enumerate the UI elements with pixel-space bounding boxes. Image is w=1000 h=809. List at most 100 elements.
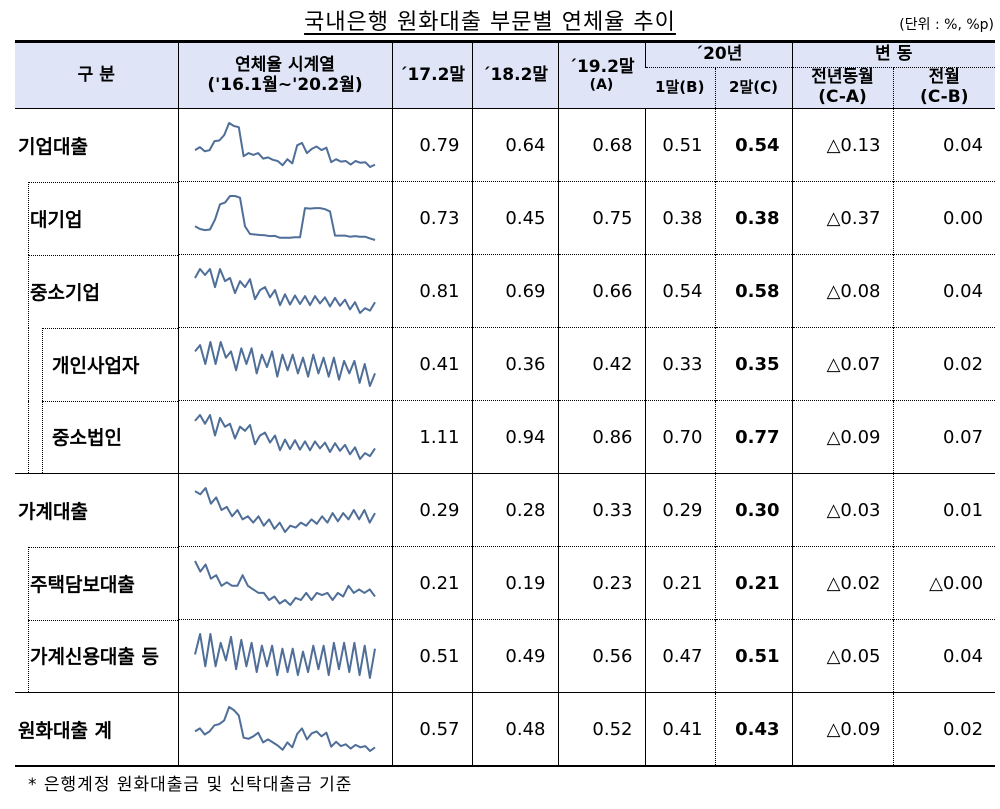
sparkline-line <box>194 341 376 387</box>
sparkline-cell <box>177 546 392 620</box>
value-18: 0.28 <box>471 473 558 547</box>
value-20-2: 0.35 <box>714 327 792 401</box>
tree-line <box>28 254 29 328</box>
sparkline-cell <box>177 108 392 182</box>
value-18: 0.36 <box>471 327 558 401</box>
value-17: 0.51 <box>391 619 472 693</box>
tree-line <box>28 400 29 473</box>
sparkline <box>194 560 376 606</box>
table-row: 개인사업자 0.41 0.36 0.42 0.33 0.35 △0.07 0.02 <box>15 327 996 401</box>
table-row: 대기업 0.73 0.45 0.75 0.38 0.38 △0.37 0.00 <box>15 181 996 255</box>
header-change: 변 동 <box>791 40 996 68</box>
change-mom: 0.01 <box>892 473 996 547</box>
value-17: 0.29 <box>391 473 472 547</box>
sparkline <box>194 706 376 752</box>
row-divider <box>28 546 178 548</box>
header-19: ´19.2말 (A) <box>557 40 645 109</box>
header-mom-label: 전월 <box>928 67 960 88</box>
sparkline-cell <box>177 400 392 474</box>
value-20-1: 0.47 <box>644 619 715 693</box>
row-label: 중소기업 <box>30 281 100 304</box>
row-label: 주택담보대출 <box>30 573 135 596</box>
unit-note: (단위 : %, %p) <box>899 17 994 33</box>
sparkline-cell <box>177 692 392 767</box>
sparkline-line <box>194 268 376 314</box>
sparkline-line <box>194 414 376 460</box>
value-20-2: 0.54 <box>714 108 792 182</box>
value-17: 1.11 <box>391 400 472 474</box>
sparkline-cell <box>177 181 392 255</box>
change-mom: 0.04 <box>892 108 996 182</box>
value-20-1: 0.54 <box>644 254 715 328</box>
tree-line <box>28 181 29 255</box>
sparkline-line <box>194 487 376 533</box>
value-19: 0.52 <box>557 692 645 767</box>
tree-line <box>42 327 43 401</box>
footnote: * 은행계정 원화대출금 및 신탁대출금 기준 <box>28 775 353 795</box>
row-label-cell: 개인사업자 <box>15 327 178 401</box>
value-17: 0.73 <box>391 181 472 255</box>
row-label-cell: 대기업 <box>15 181 178 255</box>
value-17: 0.21 <box>391 546 472 620</box>
value-17: 0.57 <box>391 692 472 767</box>
header-year-20: ´20년 <box>644 40 792 68</box>
table-row: 중소법인 1.11 0.94 0.86 0.70 0.77 △0.09 0.07 <box>15 400 996 474</box>
header-yoy-label: 전년동월 <box>811 67 874 88</box>
row-divider <box>28 254 178 256</box>
value-17: 0.41 <box>391 327 472 401</box>
change-yoy: △0.07 <box>791 327 893 401</box>
sparkline <box>194 487 376 533</box>
change-yoy: △0.09 <box>791 692 893 767</box>
sparkline-cell <box>177 619 392 693</box>
sparkline <box>194 122 376 168</box>
sparkline <box>194 633 376 679</box>
sparkline <box>194 341 376 387</box>
header-mom: 전월 (C-B) <box>892 67 996 109</box>
sparkline-cell <box>177 327 392 401</box>
sparkline-line <box>194 122 376 168</box>
value-20-2: 0.43 <box>714 692 792 767</box>
value-18: 0.19 <box>471 546 558 620</box>
sparkline-line <box>194 706 376 752</box>
tree-line <box>28 619 29 692</box>
header-category: 구 분 <box>15 40 178 109</box>
row-label-cell: 가계대출 <box>15 473 178 547</box>
header-19-sub: (A) <box>589 77 614 94</box>
value-20-1: 0.41 <box>644 692 715 767</box>
row-divider <box>15 692 178 693</box>
change-yoy: △0.08 <box>791 254 893 328</box>
sparkline-line <box>194 633 376 679</box>
row-label: 기업대출 <box>18 135 88 158</box>
value-20-1: 0.21 <box>644 546 715 620</box>
change-yoy: △0.13 <box>791 108 893 182</box>
header-18: ´18.2말 <box>471 40 558 109</box>
table-row: 기업대출 0.79 0.64 0.68 0.51 0.54 △0.13 0.04 <box>15 108 996 182</box>
table-row: 중소기업 0.81 0.69 0.66 0.54 0.58 △0.08 0.04 <box>15 254 996 328</box>
table-row: 가계신용대출 등 0.51 0.49 0.56 0.47 0.51 △0.05 0.04 <box>15 619 996 693</box>
row-label-cell: 기업대출 <box>15 108 178 182</box>
header-17: ´17.2말 <box>391 40 472 109</box>
value-20-2: 0.30 <box>714 473 792 547</box>
value-19: 0.23 <box>557 546 645 620</box>
change-mom: 0.02 <box>892 327 996 401</box>
header-yoy: 전년동월 (C-A) <box>791 67 893 109</box>
row-label: 가계신용대출 등 <box>30 646 159 669</box>
row-label-cell: 가계신용대출 등 <box>15 619 178 693</box>
value-18: 0.94 <box>471 400 558 474</box>
sparkline <box>194 414 376 460</box>
row-divider <box>28 181 178 183</box>
row-label-cell: 중소법인 <box>15 400 178 474</box>
row-label: 원화대출 계 <box>18 719 113 742</box>
value-18: 0.49 <box>471 619 558 693</box>
sparkline <box>194 195 376 241</box>
table-row: 주택담보대출 0.21 0.19 0.23 0.21 0.21 △0.02 △0.00 <box>15 546 996 620</box>
row-divider <box>42 327 178 329</box>
value-20-2: 0.77 <box>714 400 792 474</box>
header-series: 연체율 시계열 ('16.1월~'20.2월) <box>177 40 392 109</box>
table-row: 가계대출 0.29 0.28 0.33 0.29 0.30 △0.03 0.01 <box>15 473 996 547</box>
row-label: 중소법인 <box>52 427 122 450</box>
value-19: 0.56 <box>557 619 645 693</box>
table-row: 원화대출 계 0.57 0.48 0.52 0.41 0.43 △0.09 0.02 <box>15 692 996 767</box>
header-series-title: 연체율 시계열 <box>235 54 335 75</box>
value-20-1: 0.33 <box>644 327 715 401</box>
